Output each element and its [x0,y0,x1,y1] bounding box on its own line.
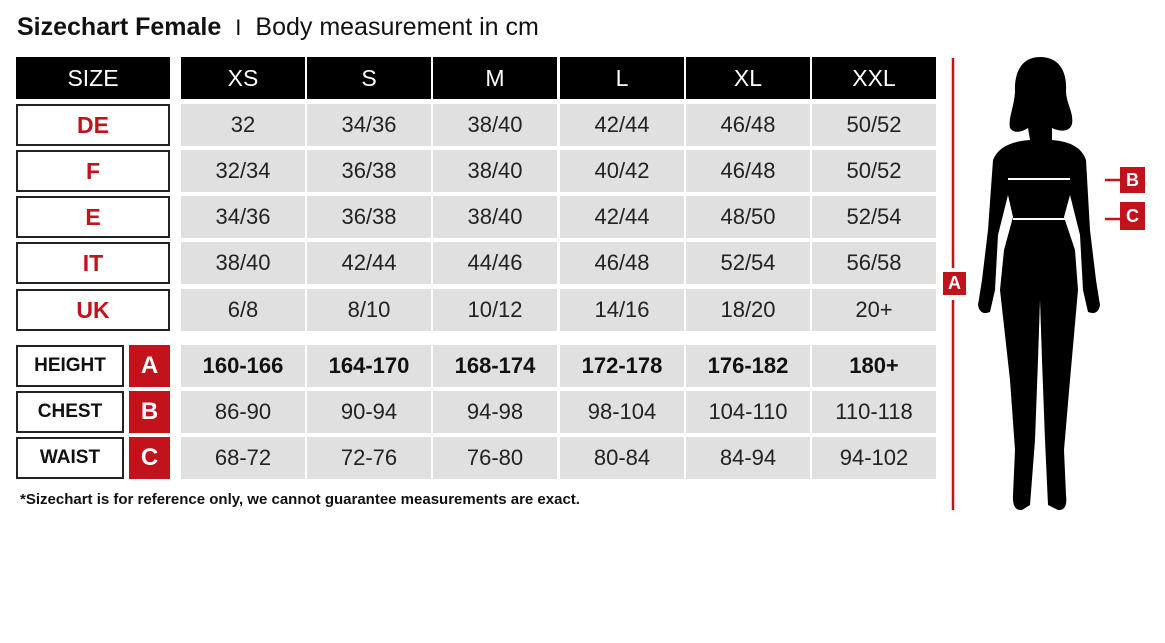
table-cell: 46/48 [560,242,684,284]
footnote: *Sizechart is for reference only, we can… [20,491,580,508]
row-label-height: HEIGHT [16,345,124,387]
table-cell: 94-98 [433,391,557,433]
table-cell: 36/38 [307,196,431,238]
table-cell: 38/40 [433,104,557,146]
table-cell: 86-90 [181,391,305,433]
table-cell: 6/8 [181,289,305,331]
size-header-xl: XL [686,57,810,99]
table-cell: 34/36 [307,104,431,146]
table-cell: 80-84 [560,437,684,479]
table-cell: 168-174 [433,345,557,387]
size-header-label: SIZE [16,57,170,99]
table-cell: 44/46 [433,242,557,284]
table-cell: 104-110 [686,391,810,433]
table-cell: 164-170 [307,345,431,387]
table-cell: 110-118 [812,391,936,433]
size-header-xxl: XXL [812,57,936,99]
row-label-waist: WAIST [16,437,124,479]
row-label-chest: CHEST [16,391,124,433]
title-subtitle: Body measurement in cm [255,13,539,41]
table-cell: 50/52 [812,104,936,146]
table-cell: 52/54 [686,242,810,284]
measurement-letter-b: B [129,391,170,433]
table-cell: 50/52 [812,150,936,192]
table-cell: 46/48 [686,104,810,146]
height-marker: A [943,272,966,295]
table-cell: 10/12 [433,289,557,331]
table-cell: 42/44 [560,196,684,238]
size-header-xs: XS [181,57,305,99]
table-cell: 52/54 [812,196,936,238]
title-separator: I [235,15,242,40]
table-cell: 94-102 [812,437,936,479]
table-cell: 34/36 [181,196,305,238]
row-label-e: E [16,196,170,238]
table-cell: 84-94 [686,437,810,479]
table-cell: 72-76 [307,437,431,479]
table-cell: 20+ [812,289,936,331]
row-label-de: DE [16,104,170,146]
table-cell: 32/34 [181,150,305,192]
table-cell: 42/44 [307,242,431,284]
table-cell: 8/10 [307,289,431,331]
table-cell: 32 [181,104,305,146]
table-cell: 36/38 [307,150,431,192]
waist-marker: C [1120,202,1145,230]
table-cell: 76-80 [433,437,557,479]
table-cell: 160-166 [181,345,305,387]
table-cell: 90-94 [307,391,431,433]
page-title: Sizechart Female I Body measurement in cm [17,13,539,42]
table-cell: 176-182 [686,345,810,387]
table-cell: 180+ [812,345,936,387]
table-cell: 42/44 [560,104,684,146]
table-cell: 48/50 [686,196,810,238]
row-label-f: F [16,150,170,192]
table-cell: 68-72 [181,437,305,479]
table-cell: 40/42 [560,150,684,192]
table-cell: 46/48 [686,150,810,192]
female-silhouette-icon [978,57,1100,511]
table-cell: 38/40 [433,150,557,192]
title-bold: Sizechart Female [17,13,222,41]
measurement-letter-a: A [129,345,170,387]
table-cell: 14/16 [560,289,684,331]
chest-marker: B [1120,167,1145,193]
table-cell: 18/20 [686,289,810,331]
row-label-it: IT [16,242,170,284]
table-cell: 56/58 [812,242,936,284]
measurement-letter-c: C [129,437,170,479]
table-cell: 98-104 [560,391,684,433]
size-header-s: S [307,57,431,99]
size-header-m: M [433,57,557,99]
table-cell: 38/40 [181,242,305,284]
size-header-l: L [560,57,684,99]
row-label-uk: UK [16,289,170,331]
table-cell: 172-178 [560,345,684,387]
table-cell: 38/40 [433,196,557,238]
